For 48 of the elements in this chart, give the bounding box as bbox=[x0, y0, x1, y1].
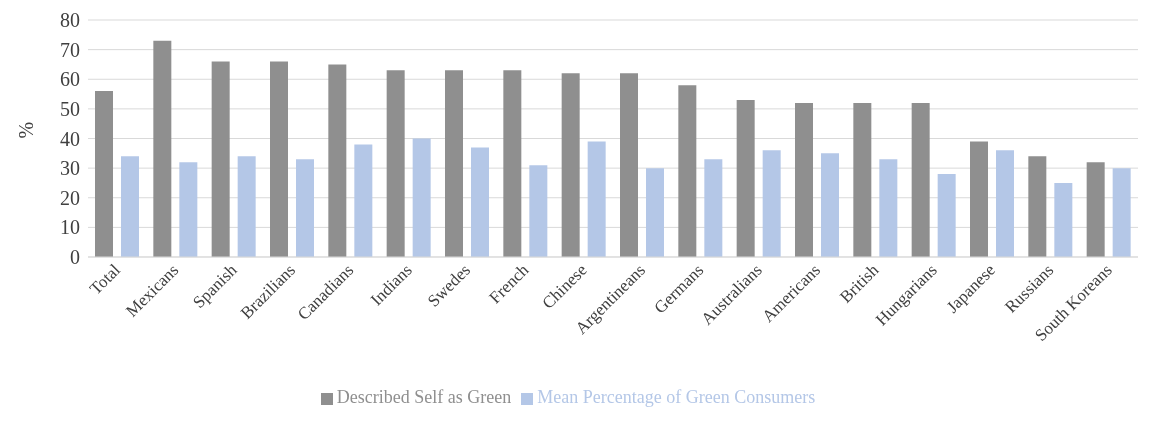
y-tick-label: 30 bbox=[60, 157, 80, 180]
y-tick-label: 50 bbox=[60, 97, 80, 120]
bar bbox=[587, 141, 606, 257]
bar bbox=[296, 159, 314, 257]
bar bbox=[503, 70, 522, 257]
bar bbox=[620, 73, 638, 257]
bar bbox=[678, 85, 697, 257]
y-tick-label: 80 bbox=[60, 9, 80, 32]
y-tick-label: 10 bbox=[60, 216, 80, 239]
bar bbox=[879, 159, 898, 257]
legend-label: Mean Percentage of Green Consumers bbox=[537, 387, 816, 407]
bar bbox=[853, 102, 872, 257]
bar bbox=[911, 102, 930, 257]
bar bbox=[121, 156, 139, 257]
bar bbox=[270, 61, 288, 257]
bar bbox=[795, 102, 813, 257]
bar bbox=[445, 70, 463, 257]
bar bbox=[1054, 182, 1073, 257]
bar bbox=[386, 70, 405, 257]
bar bbox=[328, 64, 347, 257]
bar bbox=[95, 91, 113, 257]
y-tick-label: 20 bbox=[60, 186, 80, 209]
bar bbox=[762, 150, 781, 257]
bar bbox=[179, 162, 198, 257]
bar bbox=[561, 73, 580, 257]
bar bbox=[237, 156, 256, 257]
bar bbox=[646, 168, 664, 257]
bar bbox=[937, 174, 956, 257]
bar bbox=[153, 40, 172, 257]
bar bbox=[1028, 156, 1047, 257]
y-tick-label: 60 bbox=[60, 68, 80, 91]
y-tick-label: 70 bbox=[60, 38, 80, 61]
bar bbox=[529, 165, 548, 257]
legend-label: Described Self as Green bbox=[336, 387, 512, 407]
bar bbox=[1086, 162, 1105, 257]
bar bbox=[211, 61, 230, 257]
bar bbox=[412, 138, 431, 257]
bar bbox=[471, 147, 489, 257]
bar bbox=[996, 150, 1014, 257]
bar bbox=[970, 141, 988, 257]
bar bbox=[736, 99, 755, 257]
y-axis-title: % bbox=[15, 121, 38, 139]
bar bbox=[354, 144, 373, 257]
bar bbox=[704, 159, 723, 257]
y-tick-label: 0 bbox=[70, 246, 80, 269]
y-tick-label: 40 bbox=[60, 127, 80, 150]
bar bbox=[821, 153, 839, 257]
bar bbox=[1112, 168, 1131, 257]
